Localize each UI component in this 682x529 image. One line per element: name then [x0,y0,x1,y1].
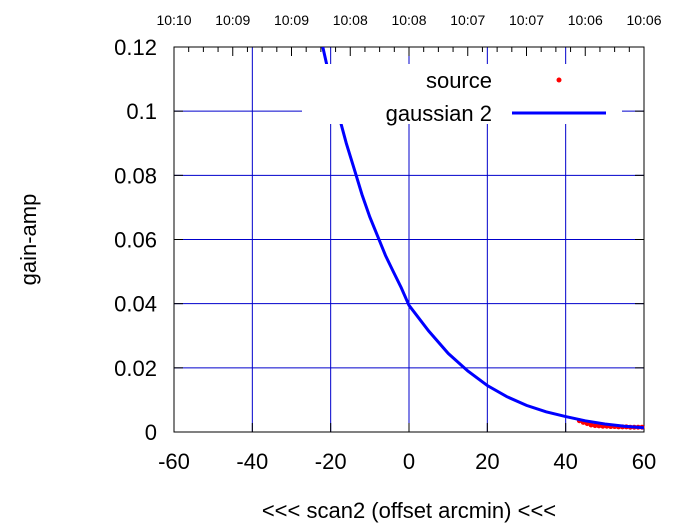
top-tick-labels: 10:10 10:09 10:09 10:08 10:08 10:07 10:07 10:06… [156,12,661,28]
x-tick-label: 0 [403,449,415,474]
legend-point-swatch [556,77,562,83]
y-tick-labels: 0 0.02 0.04 0.06 0.08 0.1 0.12 [114,35,157,445]
y-axis-title: gain-amp [16,194,41,286]
x-tick-label: 60 [632,449,656,474]
data-point [588,422,594,428]
top-tick-label: 10:07 [450,12,485,28]
top-tick-label: 10:06 [626,12,661,28]
x-axis-title: <<< scan2 (offset arcmin) <<< [262,498,556,523]
y-tick-label: 0.12 [114,35,157,60]
x-tick-label: -60 [158,449,190,474]
top-tick-label: 10:08 [391,12,426,28]
y-tick-label: 0 [145,420,157,445]
y-tick-label: 0.02 [114,356,157,381]
top-tick-label: 10:10 [156,12,191,28]
legend: source gaussian 2 [302,64,622,126]
y-tick-label: 0.04 [114,292,157,317]
x-tick-label: 40 [553,449,577,474]
y-tick-label: 0.08 [114,163,157,188]
x-tick-labels: -60 -40 -20 0 20 40 60 [158,449,656,474]
top-tick-label: 10:08 [333,12,368,28]
top-tick-label: 10:06 [568,12,603,28]
top-tick-label: 10:09 [274,12,309,28]
x-tick-label: 20 [475,449,499,474]
legend-label: source [426,68,492,93]
legend-label: gaussian 2 [386,101,492,126]
x-tick-label: -20 [315,449,347,474]
plot-area [321,47,645,430]
y-tick-label: 0.1 [126,99,157,124]
data-point [592,423,598,429]
series-line-gaussian-2 [321,47,644,430]
top-tick-label: 10:09 [215,12,250,28]
tick-marks [173,46,645,433]
top-tick-label: 10:07 [509,12,544,28]
y-tick-label: 0.06 [114,228,157,253]
x-tick-label: -40 [236,449,268,474]
